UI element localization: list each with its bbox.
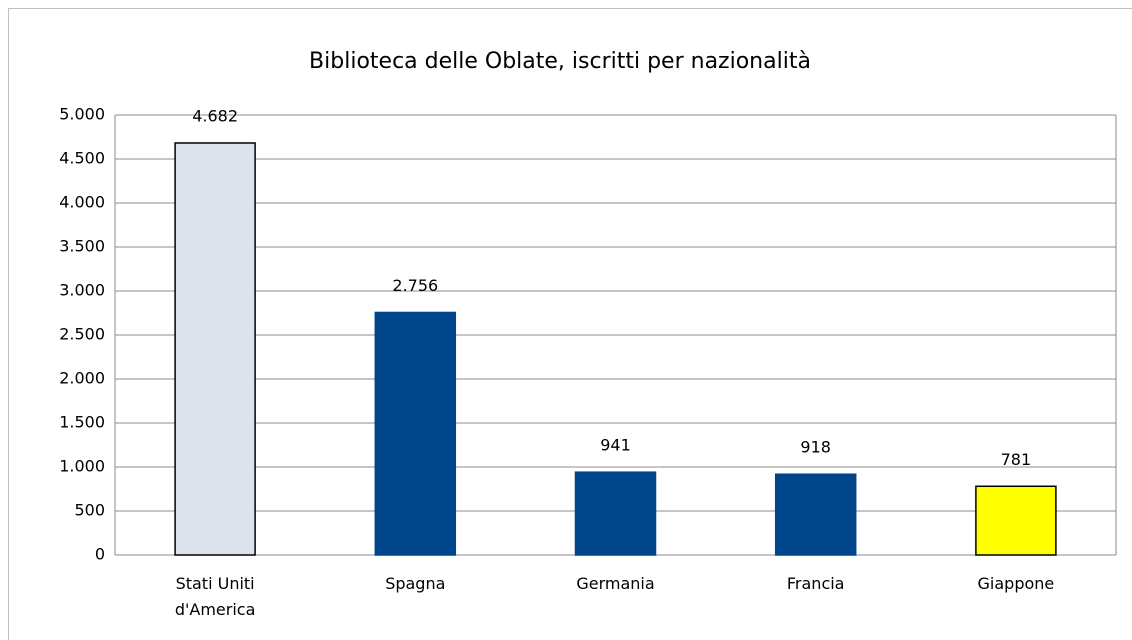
y-tick-label: 4.000 <box>59 193 105 212</box>
bar <box>774 473 857 556</box>
value-label: 4.682 <box>192 106 238 125</box>
bar <box>975 485 1057 556</box>
bar <box>574 471 657 556</box>
value-label: 2.756 <box>392 276 438 295</box>
x-tick-label: Francia <box>786 574 845 593</box>
y-tick-label: 4.500 <box>59 149 105 168</box>
chart-title: Biblioteca delle Oblate, iscritti per na… <box>309 49 811 74</box>
x-tick-label: Germania <box>576 574 655 593</box>
y-tick-label: 3.500 <box>59 237 105 256</box>
y-tick-label: 1.000 <box>59 457 105 476</box>
y-tick-label: 1.500 <box>59 413 105 432</box>
y-tick-label: 0 <box>95 545 105 564</box>
y-tick-label: 500 <box>74 501 105 520</box>
y-tick-label: 2.500 <box>59 325 105 344</box>
y-tick-label: 5.000 <box>59 105 105 124</box>
x-tick-label: Stati Uniti d'America <box>174 574 256 619</box>
bar <box>174 142 256 556</box>
value-label: 781 <box>1001 450 1032 469</box>
y-tick-label: 2.000 <box>59 369 105 388</box>
x-tick-label: Giappone <box>977 574 1055 593</box>
value-label: 918 <box>800 438 831 457</box>
y-tick-label: 3.000 <box>59 281 105 300</box>
bar <box>374 311 457 556</box>
x-tick-label: Spagna <box>385 574 446 593</box>
value-label: 941 <box>600 436 631 455</box>
